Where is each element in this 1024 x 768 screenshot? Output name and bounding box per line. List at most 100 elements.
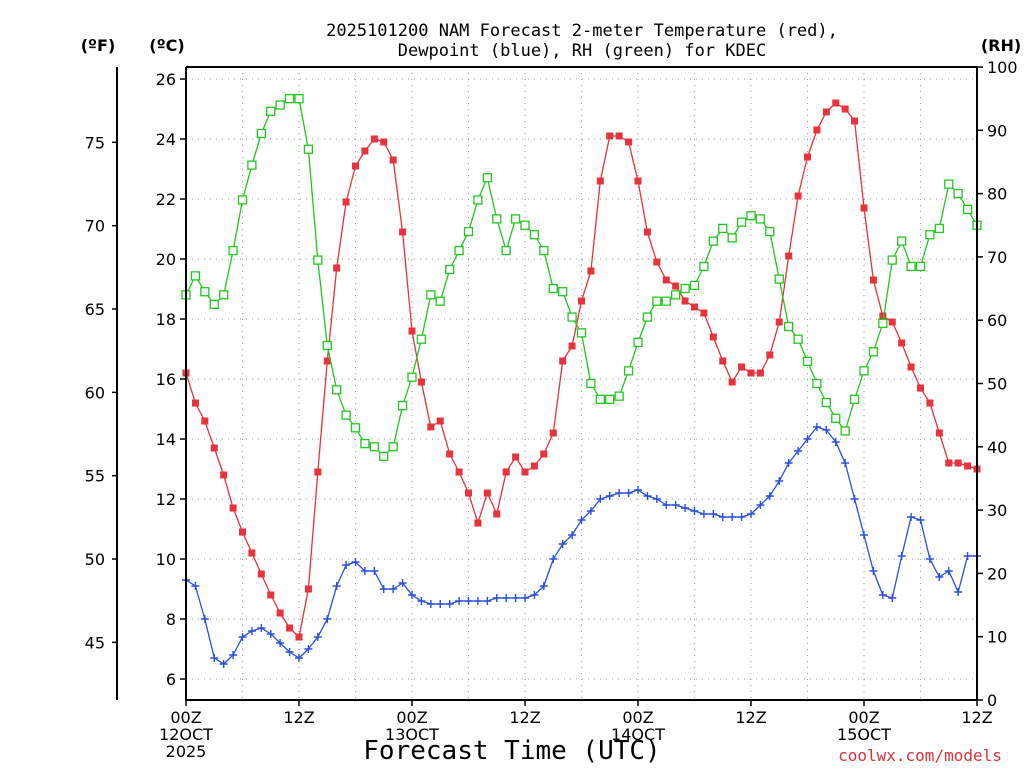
data-point	[953, 188, 963, 199]
data-point	[521, 468, 529, 476]
data-point	[606, 132, 614, 140]
rh-tick-label: 20	[987, 564, 1007, 583]
data-point	[257, 570, 265, 578]
data-point	[501, 245, 511, 256]
data-point	[766, 351, 774, 359]
data-point	[266, 106, 276, 116]
data-point	[380, 138, 388, 146]
data-point	[699, 510, 708, 518]
data-point	[549, 555, 558, 563]
data-point	[851, 117, 859, 125]
data-point	[341, 410, 351, 420]
data-point	[595, 394, 605, 404]
data-point	[690, 507, 699, 515]
rh-tick-label: 90	[987, 121, 1007, 140]
data-point	[436, 600, 445, 608]
series-rh	[181, 94, 982, 461]
data-point	[831, 438, 840, 446]
data-point	[699, 261, 709, 272]
data-point	[313, 255, 323, 265]
data-point	[859, 366, 869, 376]
data-point	[219, 290, 229, 300]
data-point	[446, 450, 454, 458]
data-point	[228, 245, 238, 256]
data-point	[304, 585, 312, 593]
data-point	[408, 591, 416, 599]
data-point	[323, 357, 331, 365]
x-tick-label: 00Z	[848, 708, 879, 727]
data-point	[964, 462, 972, 470]
data-point	[934, 223, 944, 234]
data-point	[954, 459, 962, 467]
data-point	[746, 211, 756, 221]
data-point	[369, 442, 379, 452]
data-point	[672, 282, 680, 290]
data-point	[756, 369, 764, 377]
rh-tick-label: 10	[987, 628, 1007, 647]
data-point	[332, 582, 341, 590]
data-point	[614, 391, 624, 401]
data-point	[662, 276, 670, 284]
data-point	[661, 296, 671, 306]
data-point	[736, 217, 747, 227]
data-point	[671, 501, 680, 509]
data-point	[944, 567, 953, 575]
data-point	[784, 459, 793, 467]
data-point	[642, 312, 653, 322]
data-point	[294, 94, 304, 104]
data-point	[529, 230, 540, 240]
data-point	[708, 236, 718, 246]
data-point	[802, 356, 813, 366]
data-point	[878, 591, 887, 599]
data-point	[559, 357, 567, 365]
data-point	[502, 594, 511, 602]
data-point	[737, 513, 746, 521]
rh-axis-label: (RH)	[981, 36, 1021, 55]
data-point	[454, 245, 464, 256]
data-point	[586, 507, 595, 515]
data-series	[181, 94, 982, 668]
data-point	[408, 327, 416, 335]
celsius-tick-label: 16	[156, 370, 176, 389]
data-point	[906, 261, 916, 272]
data-point	[727, 233, 737, 243]
data-point	[926, 399, 934, 407]
data-point	[860, 204, 868, 212]
data-point	[379, 585, 388, 593]
data-point	[578, 297, 585, 305]
data-point	[756, 501, 765, 509]
data-point	[416, 334, 427, 344]
data-point	[605, 492, 614, 500]
data-point	[700, 309, 708, 317]
data-point	[360, 567, 369, 575]
data-point	[596, 495, 605, 503]
data-point	[276, 609, 284, 617]
data-point	[747, 369, 755, 377]
data-point	[596, 177, 604, 185]
data-point	[549, 429, 557, 437]
x-tick-label: 14OCT	[611, 725, 665, 744]
data-point	[907, 363, 915, 371]
data-point	[897, 236, 907, 246]
data-point	[295, 633, 303, 641]
data-point	[473, 597, 482, 605]
data-point	[370, 135, 378, 143]
data-point	[276, 639, 285, 647]
axes	[116, 66, 978, 701]
data-point	[389, 585, 398, 593]
data-point	[568, 531, 577, 539]
data-point	[643, 228, 651, 236]
data-point	[898, 339, 906, 347]
data-point	[285, 648, 294, 656]
data-point	[944, 179, 954, 189]
x-tick-label: 00Z	[396, 708, 427, 727]
data-point	[190, 271, 201, 281]
data-point	[511, 594, 520, 602]
data-point	[427, 423, 435, 431]
data-point	[841, 105, 849, 113]
data-point	[284, 94, 295, 104]
data-point	[605, 394, 615, 404]
data-point	[738, 363, 746, 371]
